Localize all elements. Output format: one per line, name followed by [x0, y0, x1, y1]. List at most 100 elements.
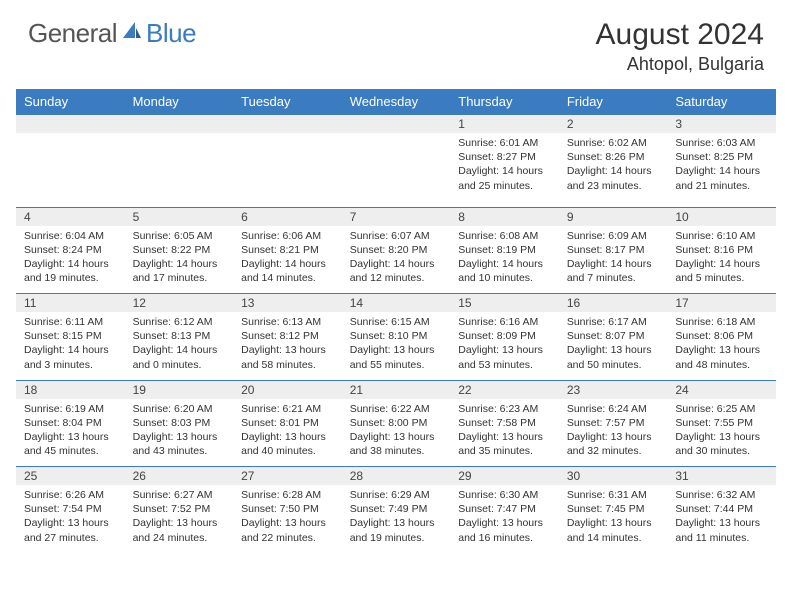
daylight-text: Daylight: 13 hours and 40 minutes.: [241, 430, 334, 458]
sunset-text: Sunset: 8:17 PM: [567, 243, 660, 257]
day-data-cell: Sunrise: 6:25 AMSunset: 7:55 PMDaylight:…: [667, 399, 776, 467]
sunrise-text: Sunrise: 6:23 AM: [458, 402, 551, 416]
sunrise-text: Sunrise: 6:06 AM: [241, 229, 334, 243]
day-data-cell: Sunrise: 6:04 AMSunset: 8:24 PMDaylight:…: [16, 226, 125, 294]
day-data-cell: Sunrise: 6:16 AMSunset: 8:09 PMDaylight:…: [450, 312, 559, 380]
calendar-page: General Blue August 2024 Ahtopol, Bulgar…: [0, 0, 792, 612]
daylight-text: Daylight: 14 hours and 5 minutes.: [675, 257, 768, 285]
sunrise-text: Sunrise: 6:21 AM: [241, 402, 334, 416]
daylight-text: Daylight: 14 hours and 19 minutes.: [24, 257, 117, 285]
day-number-cell: 20: [233, 380, 342, 399]
sunset-text: Sunset: 8:20 PM: [350, 243, 443, 257]
sunset-text: Sunset: 8:01 PM: [241, 416, 334, 430]
day-data-row: Sunrise: 6:19 AMSunset: 8:04 PM Daylight:…: [16, 399, 776, 467]
sunset-text: Sunset: 7:47 PM: [458, 502, 551, 516]
day-number-cell: 10: [667, 207, 776, 226]
day-number-cell: 14: [342, 294, 451, 313]
sunset-text: Sunset: 8:16 PM: [675, 243, 768, 257]
sunrise-text: Sunrise: 6:17 AM: [567, 315, 660, 329]
sunrise-text: Sunrise: 6:29 AM: [350, 488, 443, 502]
weekday-header: Thursday: [450, 89, 559, 115]
day-number-cell: 15: [450, 294, 559, 313]
sunset-text: Sunset: 7:52 PM: [133, 502, 226, 516]
sunrise-text: Sunrise: 6:16 AM: [458, 315, 551, 329]
sunset-text: Sunset: 8:10 PM: [350, 329, 443, 343]
day-number-cell: 28: [342, 467, 451, 486]
day-data-cell: Sunrise: 6:13 AMSunset: 8:12 PMDaylight:…: [233, 312, 342, 380]
weekday-header: Friday: [559, 89, 668, 115]
day-number-cell: 22: [450, 380, 559, 399]
day-data-cell: [16, 133, 125, 207]
sunrise-text: Sunrise: 6:13 AM: [241, 315, 334, 329]
sunrise-text: Sunrise: 6:27 AM: [133, 488, 226, 502]
day-data-cell: Sunrise: 6:03 AMSunset: 8:25 PMDaylight:…: [667, 133, 776, 207]
daylight-text: Daylight: 13 hours and 16 minutes.: [458, 516, 551, 544]
sunset-text: Sunset: 7:45 PM: [567, 502, 660, 516]
day-number-cell: 24: [667, 380, 776, 399]
sunrise-text: Sunrise: 6:20 AM: [133, 402, 226, 416]
sunset-text: Sunset: 7:50 PM: [241, 502, 334, 516]
sunrise-text: Sunrise: 6:24 AM: [567, 402, 660, 416]
day-data-cell: Sunrise: 6:02 AMSunset: 8:26 PMDaylight:…: [559, 133, 668, 207]
daylight-text: Daylight: 14 hours and 21 minutes.: [675, 164, 768, 192]
day-number-cell: 7: [342, 207, 451, 226]
sunrise-text: Sunrise: 6:01 AM: [458, 136, 551, 150]
sunrise-text: Sunrise: 6:30 AM: [458, 488, 551, 502]
weekday-header: Monday: [125, 89, 234, 115]
day-number-cell: 21: [342, 380, 451, 399]
day-number-cell: 19: [125, 380, 234, 399]
sunset-text: Sunset: 8:12 PM: [241, 329, 334, 343]
day-data-cell: Sunrise: 6:28 AMSunset: 7:50 PMDaylight:…: [233, 485, 342, 553]
day-data-cell: Sunrise: 6:26 AMSunset: 7:54 PMDaylight:…: [16, 485, 125, 553]
day-data-cell: Sunrise: 6:11 AMSunset: 8:15 PMDaylight:…: [16, 312, 125, 380]
location-label: Ahtopol, Bulgaria: [596, 54, 764, 75]
day-number-row: 18192021222324: [16, 380, 776, 399]
sunrise-text: Sunrise: 6:32 AM: [675, 488, 768, 502]
sunset-text: Sunset: 8:27 PM: [458, 150, 551, 164]
daylight-text: Daylight: 14 hours and 10 minutes.: [458, 257, 551, 285]
weekday-header: Saturday: [667, 89, 776, 115]
day-data-cell: Sunrise: 6:18 AMSunset: 8:06 PMDaylight:…: [667, 312, 776, 380]
daylight-text: Daylight: 13 hours and 35 minutes.: [458, 430, 551, 458]
day-number-row: 25262728293031: [16, 467, 776, 486]
day-data-cell: [233, 133, 342, 207]
day-number-cell: 16: [559, 294, 668, 313]
day-data-cell: Sunrise: 6:24 AMSunset: 7:57 PMDaylight:…: [559, 399, 668, 467]
day-number-cell: 3: [667, 115, 776, 134]
sunrise-text: Sunrise: 6:05 AM: [133, 229, 226, 243]
day-number-cell: 25: [16, 467, 125, 486]
day-data-cell: Sunrise: 6:08 AMSunset: 8:19 PMDaylight:…: [450, 226, 559, 294]
sunset-text: Sunset: 8:19 PM: [458, 243, 551, 257]
day-number-row: 123: [16, 115, 776, 134]
daylight-text: Daylight: 13 hours and 38 minutes.: [350, 430, 443, 458]
sunset-text: Sunset: 7:58 PM: [458, 416, 551, 430]
day-data-row: Sunrise: 6:04 AMSunset: 8:24 PMDaylight:…: [16, 226, 776, 294]
day-number-cell: 13: [233, 294, 342, 313]
sunset-text: Sunset: 7:54 PM: [24, 502, 117, 516]
day-number-cell: 6: [233, 207, 342, 226]
day-data-row: Sunrise: 6:01 AMSunset: 8:27 PM Daylight:…: [16, 133, 776, 207]
daylight-text: Daylight: 13 hours and 32 minutes.: [567, 430, 660, 458]
daylight-text: Daylight: 13 hours and 43 minutes.: [133, 430, 226, 458]
logo: General Blue: [28, 18, 196, 49]
sunrise-text: Sunrise: 6:09 AM: [567, 229, 660, 243]
sunrise-text: Sunrise: 6:19 AM: [24, 402, 117, 416]
day-number-cell: 1: [450, 115, 559, 134]
sunset-text: Sunset: 8:06 PM: [675, 329, 768, 343]
day-data-cell: Sunrise: 6:15 AMSunset: 8:10 PMDaylight:…: [342, 312, 451, 380]
sunset-text: Sunset: 8:04 PM: [24, 416, 117, 430]
sunrise-text: Sunrise: 6:25 AM: [675, 402, 768, 416]
day-data-cell: Sunrise: 6:01 AMSunset: 8:27 PMDaylight:…: [450, 133, 559, 207]
sunset-text: Sunset: 7:44 PM: [675, 502, 768, 516]
daylight-text: Daylight: 14 hours and 17 minutes.: [133, 257, 226, 285]
day-data-cell: Sunrise: 6:20 AMSunset: 8:03 PMDaylight:…: [125, 399, 234, 467]
day-number-row: 11121314151617: [16, 294, 776, 313]
sunset-text: Sunset: 8:25 PM: [675, 150, 768, 164]
day-number-cell: 11: [16, 294, 125, 313]
day-data-cell: Sunrise: 6:23 AMSunset: 7:58 PMDaylight:…: [450, 399, 559, 467]
day-data-cell: Sunrise: 6:29 AMSunset: 7:49 PMDaylight:…: [342, 485, 451, 553]
day-number-cell: [16, 115, 125, 134]
weekday-header: Tuesday: [233, 89, 342, 115]
daylight-text: Daylight: 13 hours and 30 minutes.: [675, 430, 768, 458]
sunset-text: Sunset: 8:24 PM: [24, 243, 117, 257]
